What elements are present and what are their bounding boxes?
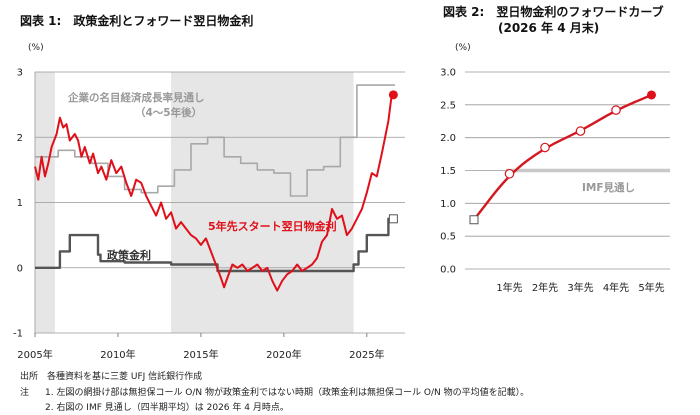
y2-tick-label: 2.5 xyxy=(440,100,456,111)
note-2: 2. 右図の IMF 見通し（四半期平均）は 2026 年 4 月時点。 xyxy=(45,403,289,413)
series-line-2 xyxy=(35,217,394,273)
source-note: 出所 各種資料を基に三菱 UFJ 信託銀行作成 xyxy=(20,372,203,382)
y2-tick-label: 0.5 xyxy=(440,232,456,243)
imf-label: IMF見通し xyxy=(582,182,635,194)
forward-curve-line xyxy=(472,93,653,221)
x-tick-label: 2025年 xyxy=(349,348,384,361)
x-tick-label: 2020年 xyxy=(266,348,301,361)
chart2-subtitle: (2026 年 4 月末) xyxy=(498,21,600,35)
y-tick-label: 2 xyxy=(17,133,23,144)
y2-tick-label: 3.0 xyxy=(440,68,456,79)
y-unit-label: (%) xyxy=(28,43,44,53)
x2-tick-label: 4年先 xyxy=(603,281,629,294)
note-1: 1. 左図の網掛け部は無担保コール O/N 物が政策金利ではない時期（政策金利は… xyxy=(45,388,530,398)
forward-point-2 xyxy=(540,142,550,153)
chart1-svg: 3 2 1 0 -1 (%) 2005年 2010年 2015年 2020年 2025年 企業の名目経… xyxy=(13,43,405,361)
annotation-forward: 5年先スタート翌日物金利 xyxy=(208,219,337,233)
chart2-title: 図表 2: 翌日物金利のフォワードカーブ xyxy=(443,5,664,19)
y-tick-label: -1 xyxy=(13,329,23,340)
start-marker xyxy=(469,215,479,225)
x2-tick-label: 3年先 xyxy=(567,281,593,294)
x2-tick-label: 2年先 xyxy=(532,281,558,294)
y2-tick-label: 1.0 xyxy=(440,199,456,210)
marker-policy-end xyxy=(388,214,398,224)
forward-point-3 xyxy=(575,126,586,136)
y2-tick-label: 0.0 xyxy=(440,265,456,276)
y2-unit-label: (%) xyxy=(455,43,471,53)
chart2-svg: 3.0 2.5 2.0 1.5 1.0 0.5 0.0 (%) 1年先 2年先 3年先 4年先 5年先 I… xyxy=(440,43,670,294)
y-tick-label: 3 xyxy=(17,68,23,79)
annotation-policy: 政策金利 xyxy=(107,248,151,262)
x2-tick-label: 5年先 xyxy=(638,281,664,294)
annotation-growth: 企業の名目経済成長率見通し xyxy=(67,91,205,104)
chart1-title: 図表 1: 政策金利とフォワード翌日物金利 xyxy=(20,14,254,28)
forward-point-1 xyxy=(504,168,515,179)
x-tick-label: 2005年 xyxy=(17,348,52,361)
y2-tick-label: 1.5 xyxy=(440,166,456,177)
x-tick-label: 2010年 xyxy=(100,348,135,361)
y-tick-label: 1 xyxy=(17,198,23,209)
x-tick-label: 2015年 xyxy=(183,348,218,361)
x2-tick-label: 1年先 xyxy=(496,281,522,294)
annotation-growth-sub: （4～5年後） xyxy=(135,106,202,119)
series-line-0 xyxy=(34,94,393,292)
forward-point-end xyxy=(647,90,656,100)
series-line-1 xyxy=(35,84,395,197)
y-tick-label: 0 xyxy=(17,263,23,274)
marker-forward-end xyxy=(388,90,398,100)
forward-point-4 xyxy=(611,105,621,115)
y2-tick-label: 2.0 xyxy=(440,133,456,144)
note-label: 注 xyxy=(20,388,30,398)
